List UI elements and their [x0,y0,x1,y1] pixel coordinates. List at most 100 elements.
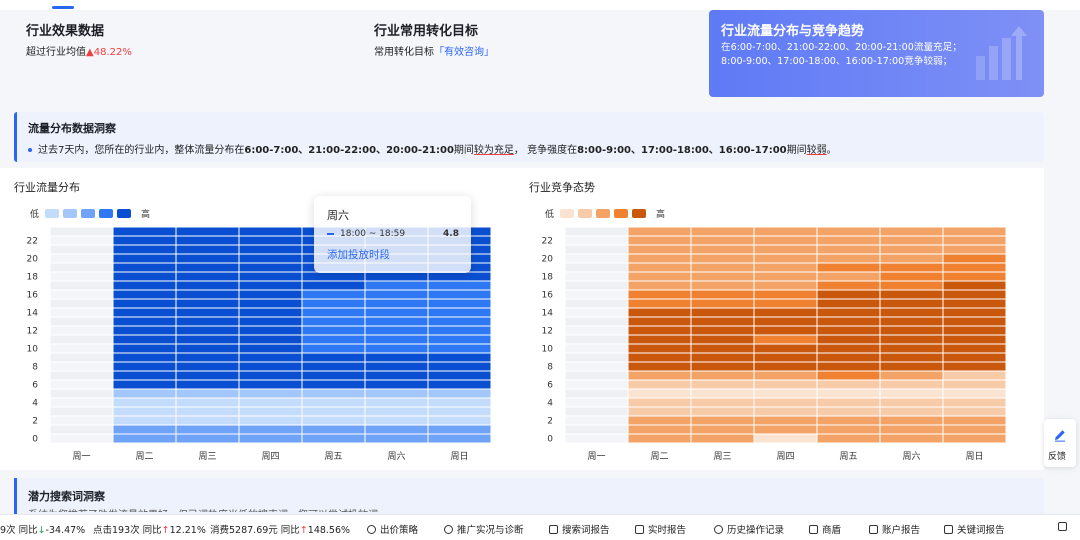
heatmap-cell[interactable] [565,227,628,236]
heatmap-cell[interactable] [176,389,239,398]
heatmap-cell[interactable] [943,362,1006,371]
heatmap-cell[interactable] [176,245,239,254]
heatmap-cell[interactable] [176,326,239,335]
heatmap-cell[interactable] [880,254,943,263]
heatmap-cell[interactable] [428,380,491,389]
heatmap-cell[interactable] [880,245,943,254]
heatmap-cell[interactable] [565,407,628,416]
heatmap-cell[interactable] [691,353,754,362]
heatmap-cell[interactable] [691,227,754,236]
heatmap-cell[interactable] [239,245,302,254]
heatmap-cell[interactable] [176,380,239,389]
heatmap-cell[interactable] [428,434,491,443]
heatmap-cell[interactable] [113,236,176,245]
heatmap-cell[interactable] [628,344,691,353]
heatmap-cell[interactable] [239,326,302,335]
heatmap-cell[interactable] [691,380,754,389]
heatmap-cell[interactable] [943,254,1006,263]
heatmap-cell[interactable] [428,407,491,416]
heatmap-cell[interactable] [628,317,691,326]
heatmap-cell[interactable] [754,416,817,425]
heatmap-cell[interactable] [302,344,365,353]
heatmap-cell[interactable] [880,290,943,299]
heatmap-cell[interactable] [428,398,491,407]
heatmap-cell[interactable] [943,236,1006,245]
heatmap-cell[interactable] [113,254,176,263]
heatmap-cell[interactable] [817,362,880,371]
heatmap-cell[interactable] [754,227,817,236]
heatmap-cell[interactable] [50,254,113,263]
heatmap-cell[interactable] [239,254,302,263]
heatmap-cell[interactable] [565,362,628,371]
heatmap-cell[interactable] [817,416,880,425]
heatmap-cell[interactable] [565,380,628,389]
heatmap-cell[interactable] [565,263,628,272]
heatmap-cell[interactable] [691,389,754,398]
heatmap-cell[interactable] [817,317,880,326]
heatmap-cell[interactable] [176,335,239,344]
heatmap-cell[interactable] [176,416,239,425]
external-link-icon[interactable] [1058,522,1071,533]
heatmap-cell[interactable] [943,380,1006,389]
heatmap-cell[interactable] [50,335,113,344]
heatmap-cell[interactable] [691,272,754,281]
heatmap-cell[interactable] [50,281,113,290]
heatmap-cell[interactable] [565,344,628,353]
heatmap-cell[interactable] [943,353,1006,362]
heatmap-cell[interactable] [302,371,365,380]
heatmap-cell[interactable] [428,353,491,362]
heatmap-cell[interactable] [691,281,754,290]
heatmap-cell[interactable] [943,308,1006,317]
heatmap-cell[interactable] [943,425,1006,434]
heatmap-cell[interactable] [691,407,754,416]
heatmap-cell[interactable] [817,290,880,299]
heatmap-cell[interactable] [880,236,943,245]
heatmap-cell[interactable] [754,263,817,272]
heatmap-cell[interactable] [817,254,880,263]
heatmap-cell[interactable] [628,425,691,434]
heatmap-cell[interactable] [176,434,239,443]
heatmap-cell[interactable] [176,308,239,317]
heatmap-cell[interactable] [817,245,880,254]
heatmap-cell[interactable] [50,236,113,245]
heatmap-cell[interactable] [880,353,943,362]
heatmap-cell[interactable] [50,389,113,398]
heatmap-cell[interactable] [50,407,113,416]
heatmap-cell[interactable] [880,380,943,389]
heatmap-cell[interactable] [239,371,302,380]
heatmap-cell[interactable] [628,308,691,317]
heatmap-cell[interactable] [50,344,113,353]
heatmap-cell[interactable] [176,281,239,290]
heatmap-cell[interactable] [365,290,428,299]
heatmap-cell[interactable] [628,326,691,335]
heatmap-cell[interactable] [50,245,113,254]
heatmap-cell[interactable] [113,398,176,407]
heatmap-cell[interactable] [50,227,113,236]
heatmap-cell[interactable] [628,353,691,362]
heatmap-cell[interactable] [302,281,365,290]
heatmap-cell[interactable] [176,236,239,245]
heatmap-cell[interactable] [365,335,428,344]
heatmap-cell[interactable] [943,344,1006,353]
heatmap-cell[interactable] [239,389,302,398]
heatmap-cell[interactable] [880,281,943,290]
heatmap-cell[interactable] [365,299,428,308]
heatmap-cell[interactable] [628,236,691,245]
heatmap-cell[interactable] [176,227,239,236]
heatmap-cell[interactable] [880,263,943,272]
heatmap-cell[interactable] [428,308,491,317]
heatmap-cell[interactable] [880,362,943,371]
heatmap-cell[interactable] [428,416,491,425]
heatmap-cell[interactable] [428,290,491,299]
heatmap-cell[interactable] [365,281,428,290]
search-term-report-link[interactable]: 搜索词报告 [549,522,610,536]
heatmap-cell[interactable] [239,407,302,416]
heatmap-cell[interactable] [565,371,628,380]
heatmap-cell[interactable] [113,245,176,254]
heatmap-cell[interactable] [817,389,880,398]
heatmap-cell[interactable] [880,335,943,344]
heatmap-cell[interactable] [628,389,691,398]
heatmap-cell[interactable] [628,254,691,263]
heatmap-cell[interactable] [754,434,817,443]
heatmap-cell[interactable] [428,425,491,434]
